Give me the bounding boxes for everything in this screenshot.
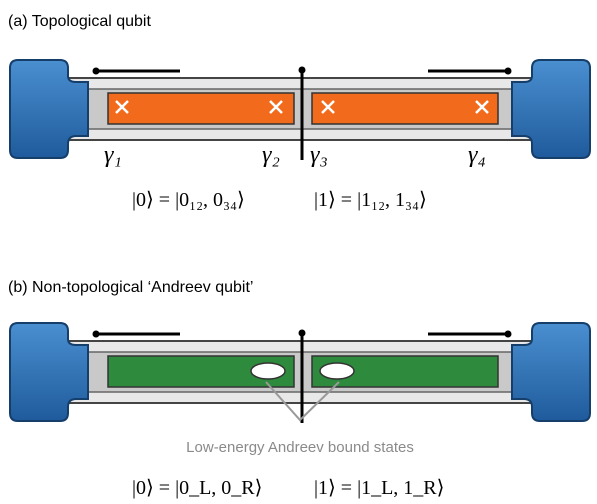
nanowire-left — [108, 93, 294, 124]
annotation: Low-energy Andreev bound states — [186, 439, 414, 456]
gamma-4: γ₄ — [468, 142, 486, 168]
state-0: |0⟩ = |0_L, 0_R⟩ — [132, 477, 262, 499]
panel-a-title: (a) Topological qubit — [8, 13, 151, 30]
bound-state — [251, 363, 285, 379]
gamma-3: γ₃ — [310, 142, 328, 168]
topological-device — [10, 60, 590, 160]
andreev-device — [10, 323, 590, 423]
state-1: |1⟩ = |1₁₂, 1₃₄⟩ — [314, 189, 427, 211]
figure: (a) Topological qubit γ₁ γ₂ γ₃ γ₄ |0⟩ = … — [0, 0, 597, 504]
gamma-2: γ₂ — [262, 142, 280, 168]
gamma-1: γ₁ — [104, 142, 122, 168]
state-0: |0⟩ = |0₁₂, 0₃₄⟩ — [132, 189, 245, 211]
state-1: |1⟩ = |1_L, 1_R⟩ — [314, 477, 444, 499]
bound-state — [320, 363, 354, 379]
nanowire-right — [312, 93, 498, 124]
panel-b-title: (b) Non-topological ‘Andreev qubit’ — [8, 279, 253, 296]
